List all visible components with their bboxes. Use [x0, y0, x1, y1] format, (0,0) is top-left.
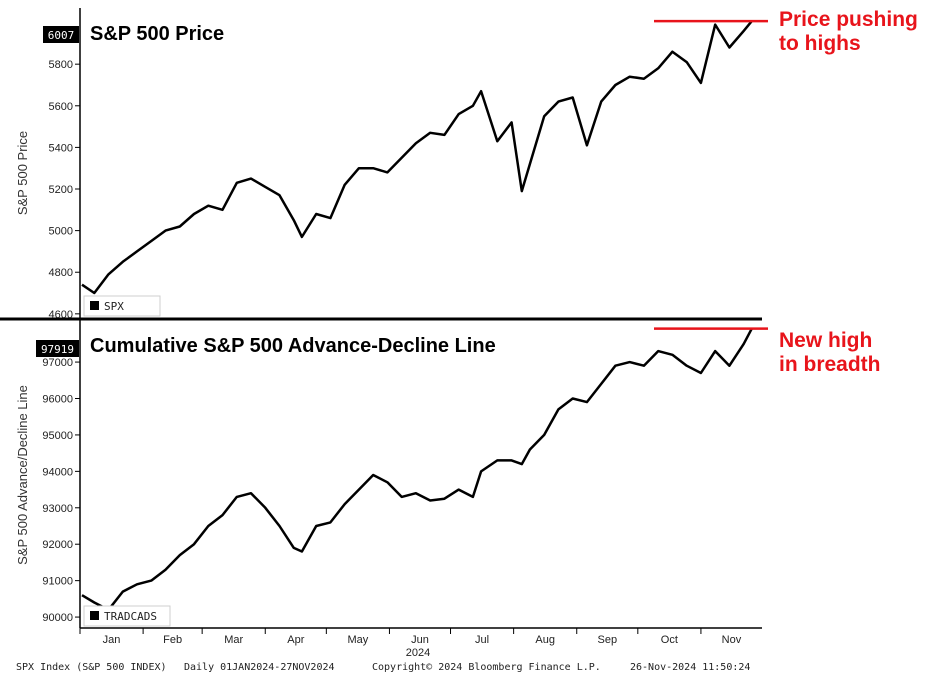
x-tick-label-nov: Nov [722, 634, 742, 646]
ad-y-axis-label: S&P 500 Advance/Decline Line [15, 385, 30, 565]
x-tick-label-mar: Mar [224, 634, 243, 646]
x-tick-label-feb: Feb [163, 634, 182, 646]
price-annotation: Price pushing to highs [779, 8, 918, 56]
ad-last-value-badge [36, 340, 79, 357]
ad-y-tick-label: 90000 [42, 612, 73, 624]
footer-index: SPX Index (S&P 500 INDEX) [16, 662, 167, 673]
ad-legend-label: TRADCADS [104, 610, 157, 623]
price-series-line [81, 20, 753, 295]
price-legend-box [83, 295, 161, 317]
price-y-tick-label: 4600 [49, 309, 73, 321]
price-legend-swatch [90, 301, 99, 310]
price-chart-title: S&P 500 Price [90, 23, 224, 45]
price-y-tick-label: 5400 [49, 142, 73, 154]
x-axis-year-label: 2024 [406, 647, 430, 659]
footer-copyright: Copyright© 2024 Bloomberg Finance L.P. [372, 662, 601, 673]
x-tick-label-jul: Jul [475, 634, 489, 646]
ad-legend-swatch [90, 611, 99, 620]
ad-last-value-text: 97919 [41, 343, 74, 356]
price-y-tick-label: 5200 [49, 184, 73, 196]
footer-range: Daily 01JAN2024-27NOV2024 [184, 662, 335, 673]
x-tick-label-jun: Jun [411, 634, 429, 646]
price-y-axis-label: S&P 500 Price [15, 131, 30, 215]
price-y-tick-label: 5000 [49, 226, 73, 238]
price-y-tick-label: 5800 [49, 59, 73, 71]
x-tick-label-apr: Apr [287, 634, 304, 646]
price-annotation-line2: to highs [779, 32, 861, 55]
x-tick-label-jan: Jan [103, 634, 121, 646]
ad-y-tick-label: 94000 [42, 466, 73, 478]
footer-timestamp: 26-Nov-2024 11:50:24 [630, 662, 751, 673]
ad-chart-title: Cumulative S&P 500 Advance-Decline Line [90, 335, 496, 357]
breadth-annotation-line1: New high [779, 329, 873, 352]
breadth-annotation: New high in breadth [779, 329, 881, 377]
x-tick-label-oct: Oct [661, 634, 678, 646]
price-y-tick-label: 5600 [49, 101, 73, 113]
ad-y-tick-label: 92000 [42, 539, 73, 551]
x-tick-label-may: May [347, 634, 368, 646]
price-annotation-line1: Price pushing [779, 8, 918, 31]
x-tick-label-sep: Sep [597, 634, 617, 646]
price-last-value-badge [43, 26, 79, 43]
ad-y-tick-label: 97000 [42, 357, 73, 369]
ad-y-tick-label: 93000 [42, 503, 73, 515]
ad-y-tick-label: 95000 [42, 430, 73, 442]
price-last-value-text: 6007 [48, 29, 75, 42]
ad-legend-box [83, 605, 171, 627]
x-tick-label-aug: Aug [535, 634, 555, 646]
breadth-annotation-line2: in breadth [779, 353, 881, 376]
price-legend-label: SPX [104, 300, 124, 313]
ad-y-tick-label: 91000 [42, 576, 73, 588]
ad-y-tick-label: 96000 [42, 394, 73, 406]
ad-series-line [81, 328, 753, 612]
price-y-tick-label: 4800 [49, 267, 73, 279]
